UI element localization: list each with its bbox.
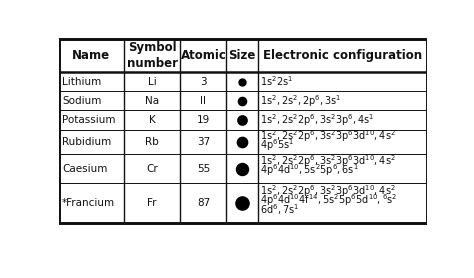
Text: Rubidium: Rubidium: [62, 137, 111, 147]
Point: [238, 99, 246, 103]
Text: $\mathregular{1s^2, 2s^22p^6, 3s^23p^6, 4s^1}$: $\mathregular{1s^2, 2s^22p^6, 3s^23p^6, …: [260, 112, 374, 128]
Text: Lithium: Lithium: [62, 76, 101, 86]
Text: Atomic: Atomic: [181, 49, 227, 62]
Text: $\mathregular{1s^22s^1}$: $\mathregular{1s^22s^1}$: [260, 75, 293, 88]
Text: 55: 55: [197, 164, 210, 174]
Text: 19: 19: [197, 115, 210, 125]
Text: Li: Li: [147, 76, 156, 86]
Text: *Francium: *Francium: [62, 198, 115, 208]
Text: $\mathregular{4p^65s^1}$: $\mathregular{4p^65s^1}$: [260, 138, 294, 153]
Text: K: K: [149, 115, 155, 125]
Text: Rb: Rb: [145, 137, 159, 147]
Text: $\mathregular{4p^64d^{10}, 5s^25p^6, 6s^1}$: $\mathregular{4p^64d^{10}, 5s^25p^6, 6s^…: [260, 162, 359, 178]
Text: $\mathregular{1s^2, 2s^22p^6, 3s^23p^63d^{10}, 4s^2}$: $\mathregular{1s^2, 2s^22p^6, 3s^23p^63d…: [260, 153, 396, 169]
Text: Caesium: Caesium: [62, 164, 108, 174]
Text: ll: ll: [201, 96, 207, 106]
Text: 3: 3: [200, 76, 207, 86]
Point: [238, 79, 246, 84]
Point: [238, 167, 246, 171]
Text: Name: Name: [73, 49, 110, 62]
Bar: [59, 39, 427, 223]
Text: $\mathregular{4p^64d^{10}4f^{14}, 5s^25p^65d^{10},^6s^2}$: $\mathregular{4p^64d^{10}4f^{14}, 5s^25p…: [260, 192, 397, 208]
Text: 37: 37: [197, 137, 210, 147]
Point: [238, 201, 246, 205]
Text: 87: 87: [197, 198, 210, 208]
Text: Size: Size: [228, 49, 255, 62]
Text: Fr: Fr: [147, 198, 157, 208]
Text: $\mathregular{6d^6, 7s^1}$: $\mathregular{6d^6, 7s^1}$: [260, 202, 299, 217]
Text: Cr: Cr: [146, 164, 158, 174]
Text: Electronic configuration: Electronic configuration: [263, 49, 422, 62]
Text: $\mathregular{1s^2, 2s^22p^6, 3s^23p^63d^{10}, 4s^2}$: $\mathregular{1s^2, 2s^22p^6, 3s^23p^63d…: [260, 183, 396, 198]
Point: [238, 118, 246, 122]
Text: Na: Na: [145, 96, 159, 106]
Text: Symbol
number: Symbol number: [127, 41, 177, 70]
Text: Potassium: Potassium: [62, 115, 116, 125]
Text: Sodium: Sodium: [62, 96, 101, 106]
Text: $\mathregular{1s^2, 2s^22p^6, 3s^23p^63d^{10}, 4s^2}$: $\mathregular{1s^2, 2s^22p^6, 3s^23p^63d…: [260, 128, 396, 144]
Text: $\mathregular{1s^2, 2s^2, 2p^6, 3s^1}$: $\mathregular{1s^2, 2s^2, 2p^6, 3s^1}$: [260, 93, 341, 109]
Point: [238, 140, 246, 144]
